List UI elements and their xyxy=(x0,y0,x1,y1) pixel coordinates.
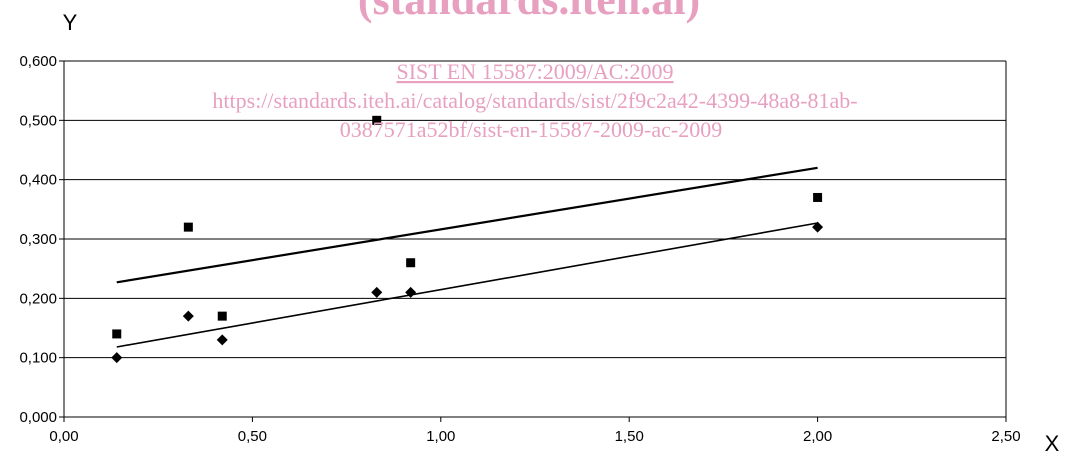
y-tick-label: 0,200 xyxy=(19,290,57,307)
x-tick-labels: 0,00 0,50 1,00 1,50 2,00 2,50 xyxy=(49,428,1020,445)
trendlines xyxy=(116,166,818,348)
x-tick-label: 1,00 xyxy=(426,428,455,445)
watermark: (standards.iteh.ai) SIST EN 15587:2009/A… xyxy=(212,0,857,142)
x-tick-label: 0,50 xyxy=(238,428,267,445)
gridlines xyxy=(64,60,1006,418)
watermark-url-line2: 0387571a52bf/sist-en-15587-2009-ac-2009 xyxy=(340,117,722,142)
point-diamond xyxy=(371,286,383,298)
point-square xyxy=(217,311,227,321)
point-diamond xyxy=(182,310,194,322)
axes xyxy=(59,60,1007,422)
point-diamond xyxy=(216,334,228,346)
data-points xyxy=(111,115,824,364)
point-diamond xyxy=(812,221,824,233)
watermark-url-line1: https://standards.iteh.ai/catalog/standa… xyxy=(212,88,857,113)
trendline-square xyxy=(116,166,818,284)
point-square xyxy=(112,329,122,339)
y-tick-label: 0,600 xyxy=(19,53,57,70)
y-tick-label: 0,400 xyxy=(19,172,57,189)
x-tick-label: 2,00 xyxy=(803,428,832,445)
trendline-diamond xyxy=(116,222,818,348)
watermark-code: SIST EN 15587:2009/AC:2009 xyxy=(396,59,673,84)
x-axis-title: X xyxy=(1045,431,1060,456)
x-tick-label: 2,50 xyxy=(991,428,1020,445)
point-diamond xyxy=(111,352,123,364)
point-square xyxy=(183,222,193,232)
y-tick-label: 0,500 xyxy=(19,112,57,129)
y-tick-label: 0,300 xyxy=(19,231,57,248)
x-tick-label: 0,00 xyxy=(49,428,78,445)
y-tick-label: 0,000 xyxy=(19,409,57,426)
point-diamond xyxy=(405,286,417,298)
y-tick-label: 0,100 xyxy=(19,350,57,367)
y-axis-title: Y xyxy=(63,10,78,35)
y-tick-labels: 0,000 0,100 0,200 0,300 0,400 0,500 0,600 xyxy=(19,53,57,426)
point-square xyxy=(372,115,382,125)
watermark-title: (standards.iteh.ai) xyxy=(358,0,700,24)
point-square xyxy=(813,192,823,202)
point-square xyxy=(406,258,416,268)
x-tick-label: 1,50 xyxy=(615,428,644,445)
